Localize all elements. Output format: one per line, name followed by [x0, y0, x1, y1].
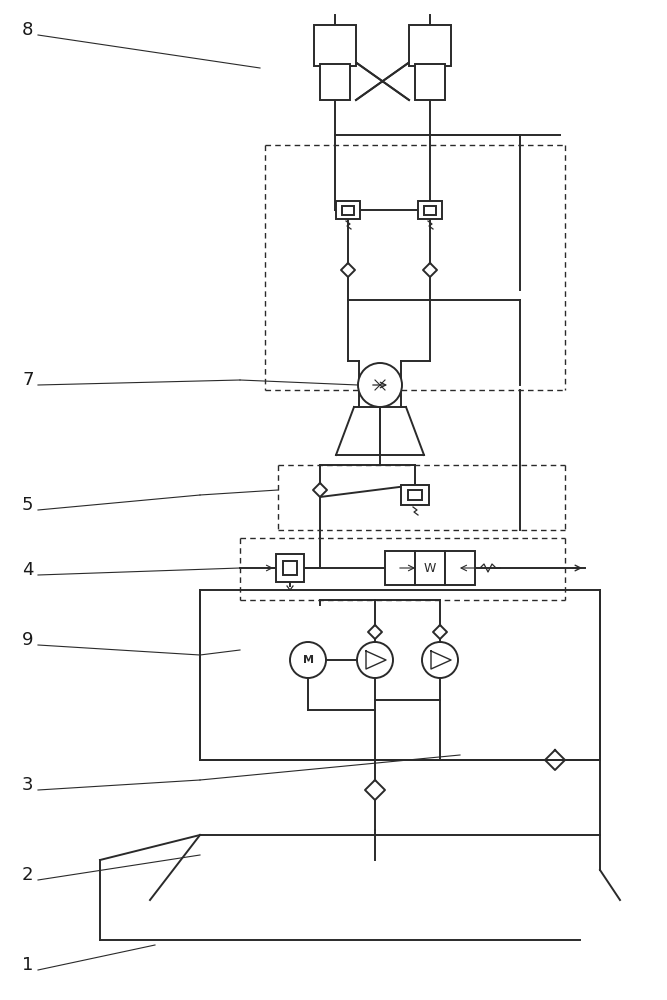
Bar	[445, 551, 475, 585]
Bar	[314, 25, 356, 66]
Circle shape	[357, 642, 393, 678]
Bar	[418, 201, 442, 219]
Bar	[424, 206, 436, 215]
Text: 4: 4	[22, 561, 33, 579]
Text: 9: 9	[22, 631, 33, 649]
Bar	[409, 25, 451, 66]
Bar	[415, 551, 445, 585]
Circle shape	[358, 363, 402, 407]
Bar	[408, 490, 422, 500]
Bar	[342, 206, 354, 215]
Text: 5: 5	[22, 496, 33, 514]
Bar	[385, 551, 415, 585]
Text: 8: 8	[22, 21, 33, 39]
Text: 7: 7	[22, 371, 33, 389]
Text: W: W	[424, 562, 436, 574]
Bar	[276, 554, 304, 582]
Bar	[415, 64, 445, 100]
Bar	[320, 64, 350, 100]
Text: 1: 1	[22, 956, 33, 974]
Bar	[283, 561, 297, 575]
Text: M: M	[303, 655, 313, 665]
Text: 3: 3	[22, 776, 33, 794]
Bar	[401, 485, 429, 505]
Text: 2: 2	[22, 866, 33, 884]
Bar	[336, 201, 360, 219]
Circle shape	[422, 642, 458, 678]
Circle shape	[290, 642, 326, 678]
